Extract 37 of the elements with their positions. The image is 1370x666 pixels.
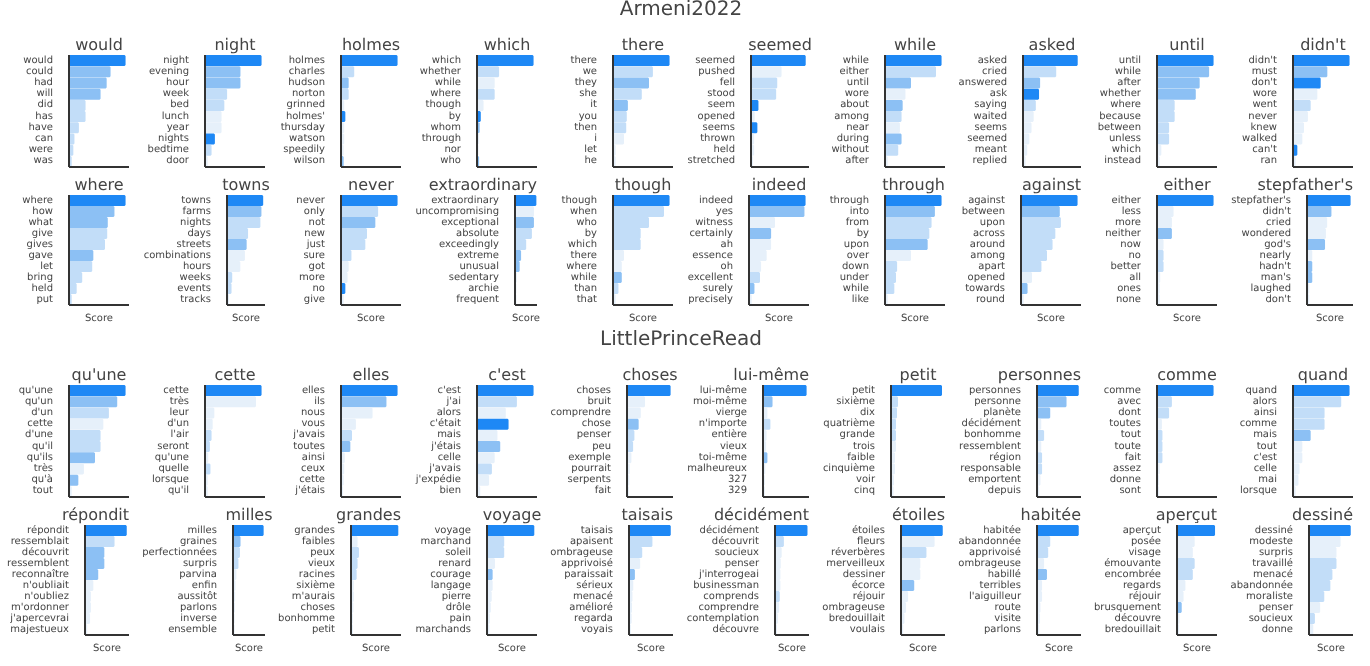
- chart-title: there: [621, 36, 665, 54]
- chart-title: taisais: [621, 506, 674, 524]
- chart-title: never: [348, 176, 396, 194]
- chart-title: quand: [1297, 366, 1349, 384]
- chart-title: choses: [622, 366, 678, 384]
- chart-title: étoiles: [892, 506, 946, 524]
- chart-title: cette: [214, 366, 256, 384]
- chart-title: would: [75, 36, 123, 54]
- chart-title: voyage: [482, 506, 542, 524]
- chart-title: holmes: [341, 36, 401, 54]
- chart-title: indeed: [751, 176, 807, 194]
- chart-title: dessiné: [1291, 506, 1354, 524]
- chart-title: towns: [222, 176, 270, 194]
- chart-title: qu'une: [71, 366, 127, 384]
- chart-title: seemed: [748, 36, 812, 54]
- text: LittlePrinceRead: [600, 329, 762, 351]
- chart-title: répondit: [61, 506, 129, 524]
- chart-title: asked: [1028, 36, 1076, 54]
- text: Armeni2022: [619, 0, 743, 21]
- chart-title: through: [882, 176, 946, 194]
- chart-title: comme: [1157, 366, 1217, 384]
- chart-title: though: [614, 176, 672, 194]
- chart-title: either: [1163, 176, 1212, 194]
- chart-title: which: [483, 36, 531, 54]
- chart-title: petit: [899, 366, 937, 384]
- chart-title: night: [214, 36, 256, 54]
- chart-title: c'est: [488, 366, 526, 384]
- chart-title: elles: [352, 366, 390, 384]
- chart-title: milles: [225, 506, 273, 524]
- chart-title: grandes: [335, 506, 402, 524]
- chart-title: habitée: [1020, 506, 1082, 524]
- chart-title: while: [894, 36, 937, 54]
- chart-title: against: [1022, 176, 1082, 194]
- chart-title: aperçut: [1155, 506, 1218, 524]
- chart-title: where: [74, 176, 124, 194]
- chart-title: until: [1169, 36, 1205, 54]
- chart-title: didn't: [1300, 36, 1346, 54]
